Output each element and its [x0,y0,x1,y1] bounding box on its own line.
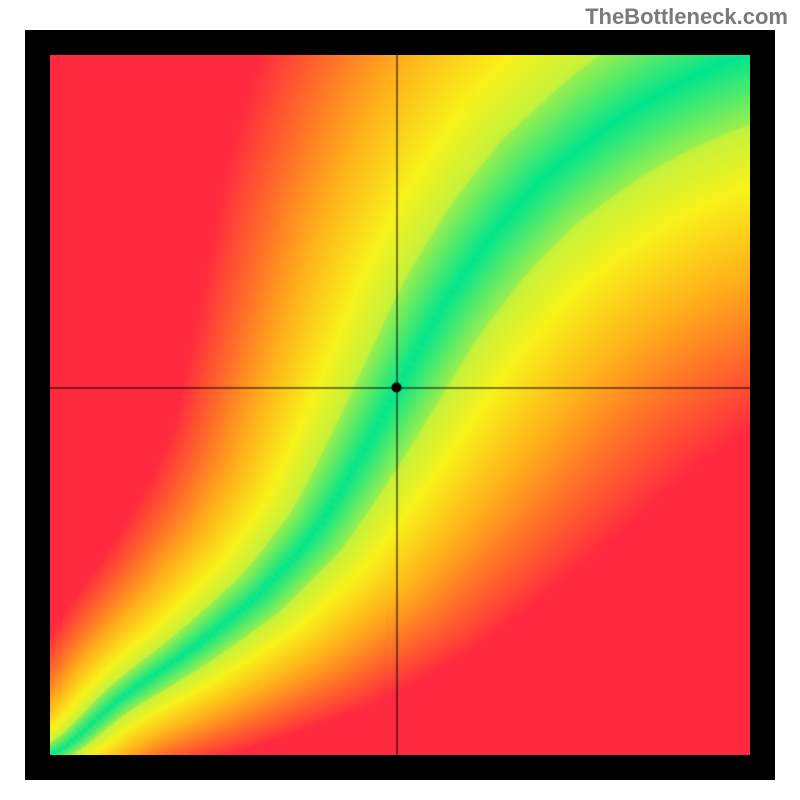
heatmap-canvas [50,55,750,755]
chart-container: TheBottleneck.com [0,0,800,800]
heatmap-plot [50,55,750,755]
watermark-text: TheBottleneck.com [585,4,788,30]
chart-black-frame [25,30,775,780]
